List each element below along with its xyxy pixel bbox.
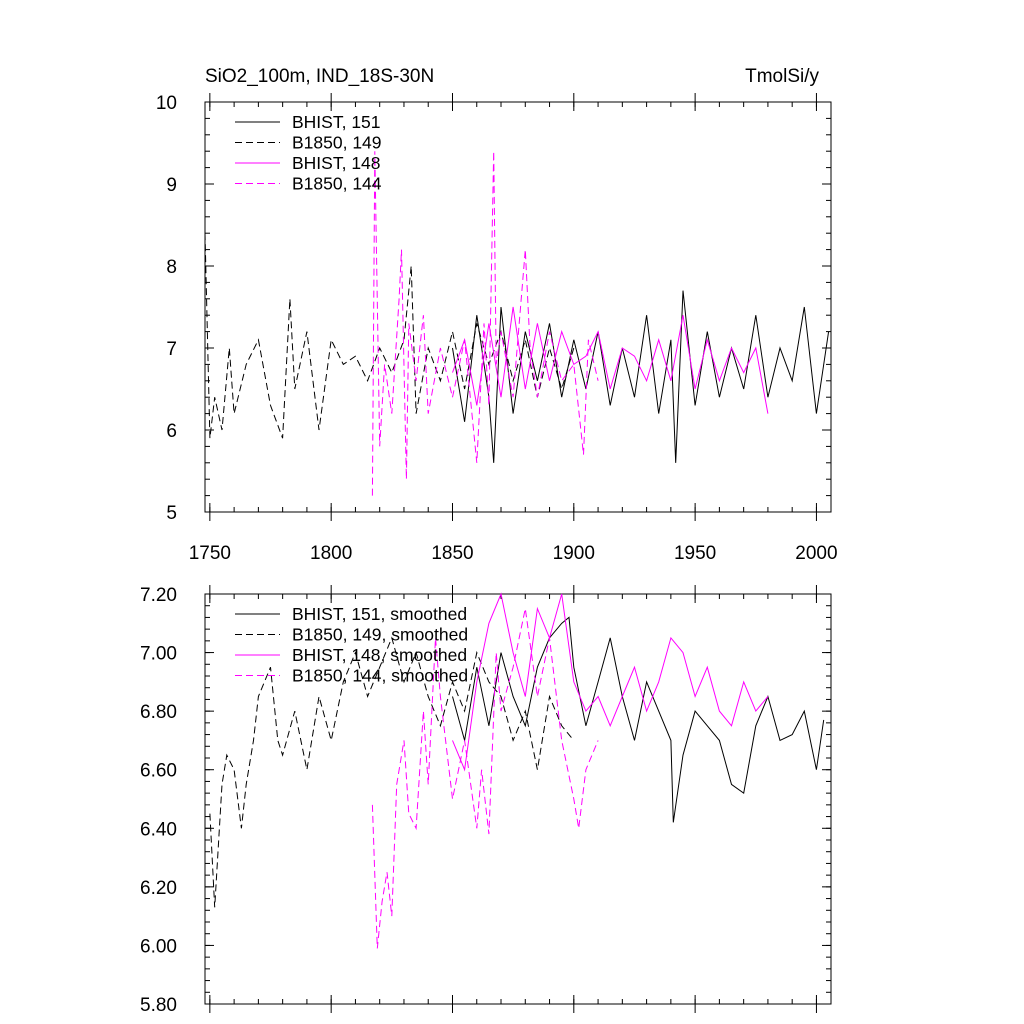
series-line-3 bbox=[371, 151, 599, 496]
chart-units: TmolSi/y bbox=[745, 66, 819, 87]
series-line-3 bbox=[371, 608, 599, 949]
series-line-2 bbox=[452, 306, 769, 414]
series-line-1 bbox=[204, 233, 575, 439]
y-tick-label: 7.00 bbox=[140, 644, 177, 665]
legend-label: B1850, 149, smoothed bbox=[292, 625, 468, 645]
plot-frame bbox=[204, 101, 832, 513]
legend-label: B1850, 144 bbox=[292, 174, 382, 194]
y-tick-label: 7 bbox=[166, 339, 177, 360]
legend-label: BHIST, 148, smoothed bbox=[292, 645, 467, 665]
y-tick-label: 6.40 bbox=[140, 819, 177, 840]
series-group bbox=[209, 592, 825, 949]
y-tick-label: 9 bbox=[166, 175, 177, 196]
x-tick-label: 1950 bbox=[674, 543, 716, 564]
legend-label: B1850, 144, smoothed bbox=[292, 666, 468, 686]
y-tick-label: 6 bbox=[166, 421, 177, 442]
legend-label: B1850, 149 bbox=[292, 133, 382, 153]
series-line-2 bbox=[452, 592, 769, 772]
y-tick-label: 6.80 bbox=[140, 702, 177, 723]
y-tick-label: 5 bbox=[166, 503, 177, 524]
axis-ticks: 5.80 6.00 6.20 6.40 6.60 6.80 7.00 7.20 bbox=[140, 585, 831, 1016]
series-line-1 bbox=[209, 636, 575, 908]
x-tick-label: 1750 bbox=[189, 543, 231, 564]
legend-label: BHIST, 151 bbox=[292, 112, 381, 132]
top-chart: SiO2_100m, IND_18S-30N TmolSi/y 5 6 7 8 9 10 1… bbox=[156, 66, 838, 564]
legend-label: BHIST, 151, smoothed bbox=[292, 604, 467, 624]
x-tick-label: 1800 bbox=[310, 543, 352, 564]
legend-label: BHIST, 148 bbox=[292, 153, 381, 173]
y-tick-label: 6.20 bbox=[140, 878, 177, 899]
x-tick-label: 1850 bbox=[431, 543, 473, 564]
plot-frame bbox=[204, 593, 832, 1005]
x-tick-label: 2000 bbox=[795, 543, 837, 564]
y-tick-label: 8 bbox=[166, 257, 177, 278]
x-tick-label: 1900 bbox=[553, 543, 595, 564]
y-tick-label: 10 bbox=[156, 93, 177, 114]
y-tick-label: 6.60 bbox=[140, 761, 177, 782]
y-tick-label: 7.20 bbox=[140, 585, 177, 606]
series-group bbox=[204, 151, 830, 496]
y-tick-label: 6.00 bbox=[140, 936, 177, 957]
y-tick-label: 5.80 bbox=[140, 995, 177, 1016]
chart-title: SiO2_100m, IND_18S-30N bbox=[205, 66, 434, 87]
series-line-0 bbox=[452, 616, 825, 823]
bottom-chart: 5.80 6.00 6.20 6.40 6.60 6.80 7.00 7.20 BHIST, … bbox=[140, 585, 832, 1016]
axis-ticks: 5 6 7 8 9 10 1750 1800 1850 1900 1950 2000 bbox=[156, 93, 838, 564]
series-line-0 bbox=[452, 290, 830, 463]
